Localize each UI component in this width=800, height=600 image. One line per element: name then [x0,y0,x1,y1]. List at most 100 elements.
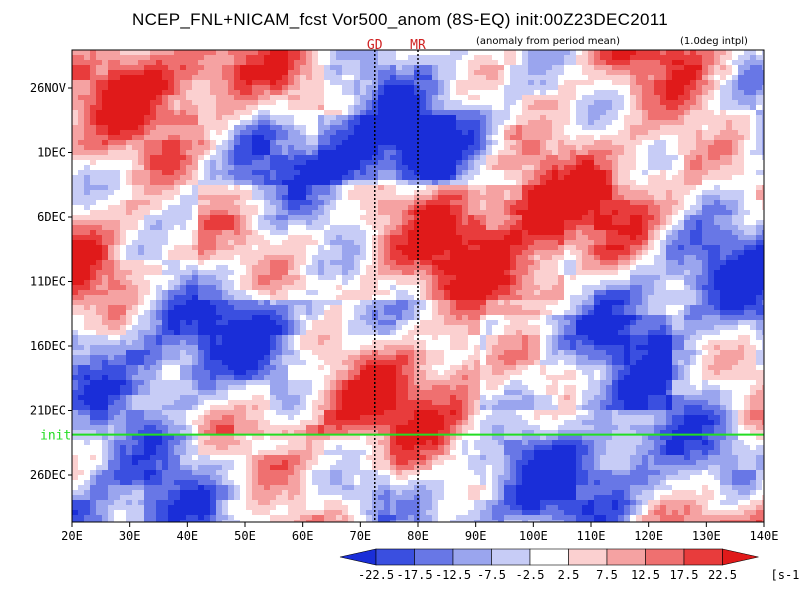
field-cell [600,105,607,111]
field-cell [162,210,169,216]
field-cell [492,260,499,266]
field-cell [468,250,475,256]
field-cell [468,115,475,121]
field-cell [354,250,361,256]
field-cell [294,55,301,61]
field-cell [522,50,529,56]
field-cell [618,70,625,76]
field-cell [330,60,337,66]
field-cell [762,145,764,151]
field-cell [486,235,493,241]
field-cell [684,115,691,121]
field-cell [162,130,169,136]
field-cell [138,125,145,131]
field-cell [138,260,145,266]
field-cell [90,60,97,66]
field-cell [156,85,163,91]
field-cell [618,90,625,96]
field-cell [690,210,697,216]
field-cell [72,65,79,71]
field-cell [72,125,79,131]
field-cell [240,250,247,256]
field-cell [744,180,751,186]
field-cell [378,115,385,121]
field-cell [348,95,355,101]
field-cell [720,50,727,56]
field-cell [522,65,529,71]
field-cell [96,165,103,171]
field-cell [138,115,145,121]
field-cell [366,165,373,171]
field-cell [522,75,529,81]
field-cell [516,230,523,236]
field-cell [150,60,157,66]
field-cell [672,90,679,96]
field-cell [684,250,691,256]
field-cell [528,195,535,201]
field-cell [240,125,247,131]
field-cell [606,175,613,181]
field-cell [546,245,553,251]
field-cell [450,175,457,181]
field-cell [630,60,637,66]
field-cell [372,155,379,161]
field-cell [552,260,559,266]
field-cell [684,230,691,236]
field-cell [258,105,265,111]
field-cell [630,170,637,176]
field-cell [186,230,193,236]
field-cell [522,85,529,91]
field-cell [456,160,463,166]
field-cell [744,155,751,161]
field-cell [600,140,607,146]
field-cell [702,245,709,251]
field-cell [750,130,757,136]
field-cell [630,190,637,196]
field-cell [360,170,367,176]
field-cell [330,235,337,241]
field-cell [144,220,151,226]
field-cell [330,120,337,126]
field-cell [582,95,589,101]
field-cell [222,235,229,241]
field-cell [78,115,85,121]
field-cell [438,110,445,116]
field-cell [582,180,589,186]
field-cell [660,170,667,176]
field-cell [534,215,541,221]
field-cell [198,225,205,231]
field-cell [144,215,151,221]
field-cell [216,80,223,86]
field-cell [624,250,631,256]
field-cell [276,80,283,86]
field-cell [72,190,79,196]
field-cell [558,230,565,236]
field-cell [306,80,313,86]
field-cell [396,170,403,176]
field-cell [528,60,535,66]
field-cell [108,165,115,171]
field-cell [762,85,764,91]
field-cell [378,225,385,231]
field-cell [714,225,721,231]
field-cell [240,85,247,91]
field-cell [522,245,529,251]
field-cell [72,50,79,56]
field-cell [348,140,355,146]
field-cell [666,95,673,101]
field-cell [654,215,661,221]
field-cell [270,195,277,201]
field-cell [336,55,343,61]
field-cell [666,255,673,261]
field-cell [114,140,121,146]
field-cell [246,230,253,236]
field-cell [474,165,481,171]
field-cell [660,235,667,241]
field-cell [564,85,571,91]
field-cell [216,215,223,221]
field-cell [366,135,373,141]
field-cell [660,95,667,101]
field-cell [594,140,601,146]
field-cell [732,260,739,266]
field-cell [462,240,469,246]
